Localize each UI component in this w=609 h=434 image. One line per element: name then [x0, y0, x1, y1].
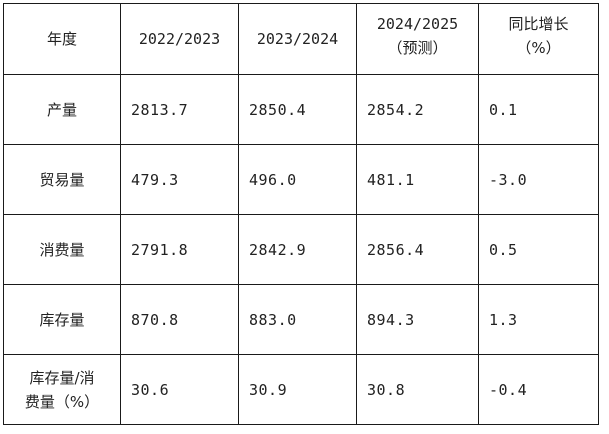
header-col-2022-2023-label: 2022/2023: [138, 30, 221, 48]
row-label: 产量: [3, 74, 121, 145]
row-label: 消费量: [3, 214, 121, 285]
cell-value: 870.8: [120, 284, 239, 355]
header-col-2022-2023: 2022/2023: [120, 3, 239, 75]
row-label: 库存量/消 费量（%）: [3, 354, 121, 425]
cell-value: 1.3: [478, 284, 599, 355]
cell-value: 496.0: [238, 144, 357, 215]
table-row: 贸易量 479.3 496.0 481.1 -3.0: [3, 144, 599, 215]
header-col-yoy-unit: （%）: [516, 39, 561, 57]
cell-value: 883.0: [238, 284, 357, 355]
cell-value: 2842.9: [238, 214, 357, 285]
header-col-2024-2025-forecast: （预测）: [387, 39, 448, 57]
header-row: 年度 2022/2023 2023/2024 2024/2025 （预测） 同比…: [3, 3, 599, 75]
cell-value: 894.3: [356, 284, 479, 355]
cell-value: 0.5: [478, 214, 599, 285]
row-label-line2: 费量（%）: [24, 392, 100, 411]
header-col-2024-2025-label: 2024/2025: [376, 15, 459, 33]
table-row: 消费量 2791.8 2842.9 2856.4 0.5: [3, 214, 599, 285]
header-col-2024-2025: 2024/2025 （预测）: [356, 3, 479, 75]
data-table: 年度 2022/2023 2023/2024 2024/2025 （预测） 同比…: [3, 3, 599, 425]
header-year: 年度: [3, 3, 121, 75]
cell-value: 479.3: [120, 144, 239, 215]
row-label: 库存量: [3, 284, 121, 355]
header-year-label: 年度: [46, 30, 77, 48]
table-row: 库存量/消 费量（%） 30.6 30.9 30.8 -0.4: [3, 354, 599, 425]
cell-value: 2791.8: [120, 214, 239, 285]
cell-value: 2850.4: [238, 74, 357, 145]
row-label: 贸易量: [3, 144, 121, 215]
cell-value: 2854.2: [356, 74, 479, 145]
cell-value: 30.8: [356, 354, 479, 425]
cell-value: -3.0: [478, 144, 599, 215]
header-col-yoy-label: 同比增长: [508, 15, 569, 33]
cell-value: -0.4: [478, 354, 599, 425]
cell-value: 481.1: [356, 144, 479, 215]
cell-value: 30.9: [238, 354, 357, 425]
cell-value: 2856.4: [356, 214, 479, 285]
cell-value: 0.1: [478, 74, 599, 145]
table-row: 产量 2813.7 2850.4 2854.2 0.1: [3, 74, 599, 145]
cell-value: 30.6: [120, 354, 239, 425]
cell-value: 2813.7: [120, 74, 239, 145]
header-col-2023-2024-label: 2023/2024: [256, 30, 339, 48]
header-col-2023-2024: 2023/2024: [238, 3, 357, 75]
header-col-yoy: 同比增长 （%）: [478, 3, 599, 75]
table-row: 库存量 870.8 883.0 894.3 1.3: [3, 284, 599, 355]
row-label-line1: 库存量/消: [29, 368, 95, 387]
